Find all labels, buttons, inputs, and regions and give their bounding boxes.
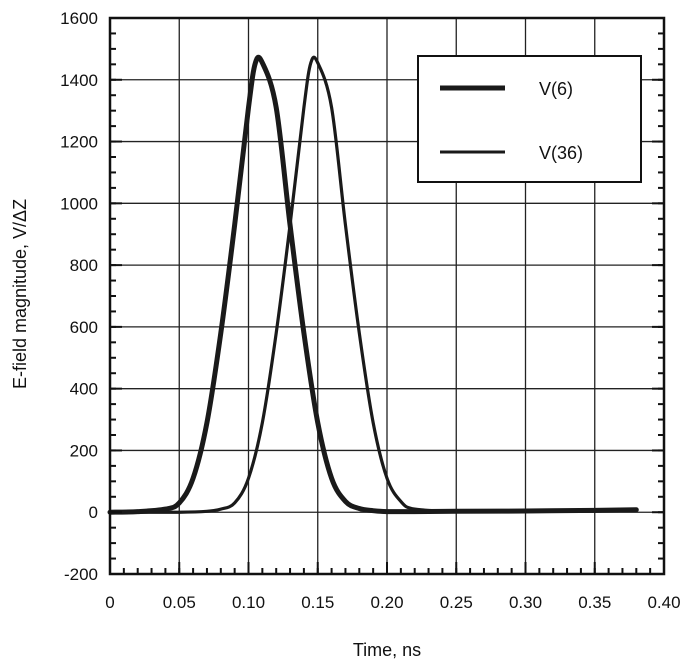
x-tick-label: 0	[105, 593, 114, 612]
y-tick-label: 200	[70, 441, 98, 460]
series-line-v36	[108, 55, 638, 514]
tick-labels: 0 0.05 0.10 0.15 0.20 0.25 0.30 0.35 0.40 -200 0 20…	[60, 9, 680, 612]
y-tick-label: 600	[70, 318, 98, 337]
x-tick-label: 0.35	[578, 593, 611, 612]
legend: V(6) V(36)	[417, 55, 642, 183]
legend-label-v36: V(36)	[539, 143, 583, 163]
x-tick-label: 0.20	[370, 593, 403, 612]
x-tick-label: 0.15	[301, 593, 334, 612]
x-tick-label: 0.10	[232, 593, 265, 612]
x-axis-title: Time, ns	[353, 640, 421, 660]
x-tick-label: 0.40	[647, 593, 680, 612]
legend-label-v6: V(6)	[539, 79, 573, 99]
series-layer	[107, 54, 639, 515]
x-tick-label: 0.30	[509, 593, 542, 612]
x-tick-label: 0.05	[163, 593, 196, 612]
y-tick-label: 1600	[60, 9, 98, 28]
series-line-v6	[107, 54, 639, 515]
legend-box	[417, 55, 642, 183]
y-tick-label: 1000	[60, 194, 98, 213]
y-tick-label: 0	[89, 503, 98, 522]
x-tick-label: 0.25	[440, 593, 473, 612]
y-tick-label: 1200	[60, 133, 98, 152]
ticks	[109, 17, 665, 575]
y-tick-label: 400	[70, 380, 98, 399]
y-tick-label: 1400	[60, 71, 98, 90]
y-tick-label: 800	[70, 256, 98, 275]
y-tick-label: -200	[64, 565, 98, 584]
y-axis-title: E-field magnitude, V/ΔZ	[10, 199, 30, 389]
